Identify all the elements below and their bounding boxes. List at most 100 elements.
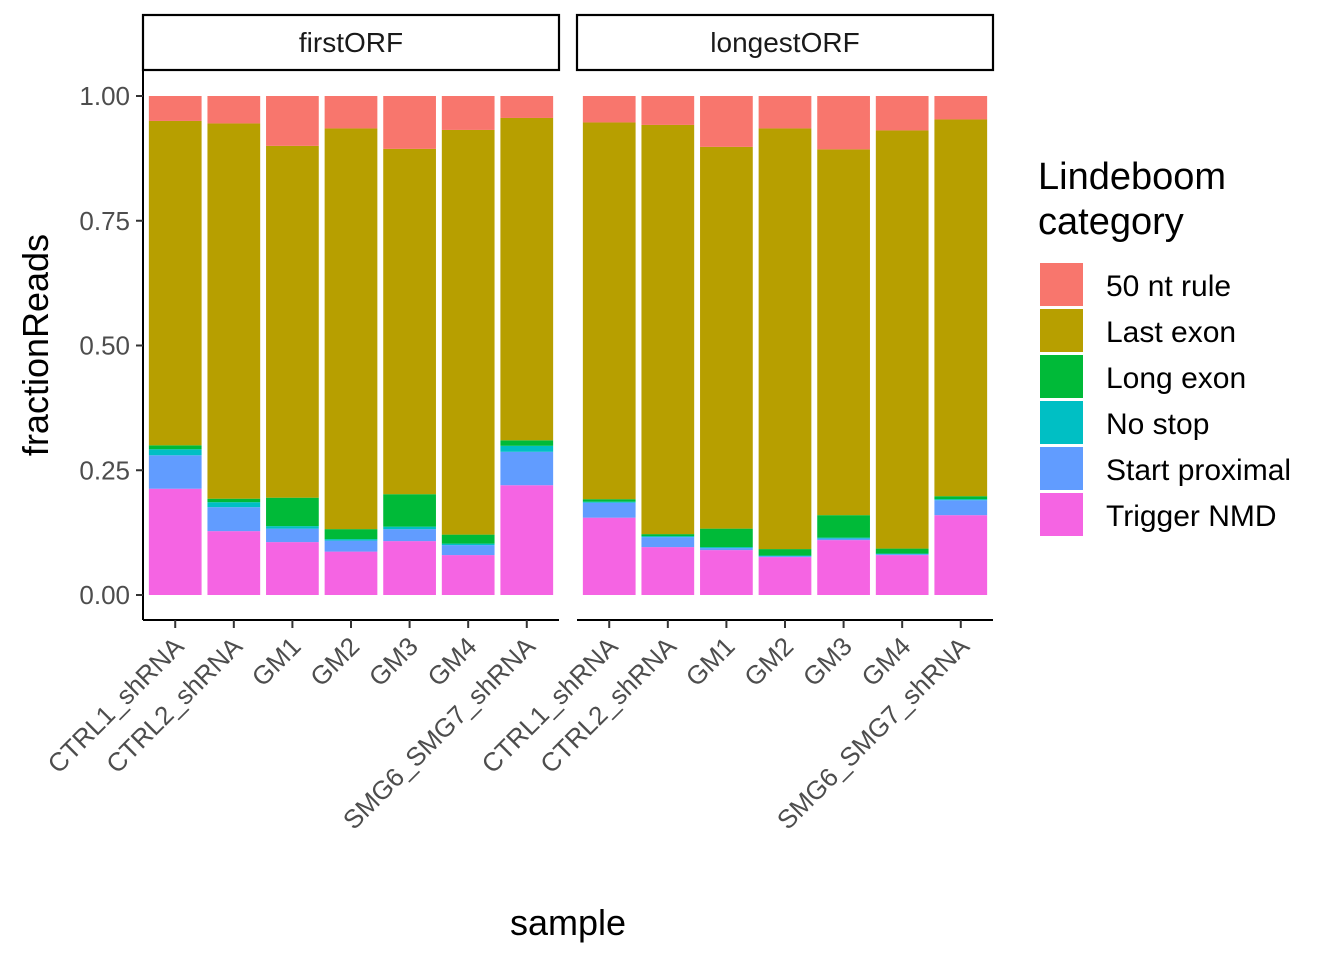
legend-title-line-2: category [1038,201,1184,243]
bar-segment-last-exon [934,119,988,497]
legend-item-50-nt-rule: 50 nt rule [1040,263,1231,306]
bar-segment-trigger-nmd [324,551,378,595]
bar-segment-no-stop [700,547,753,549]
bar-segment-start-proximal [324,540,378,552]
bar-segment-last-exon [641,124,695,535]
legend: Lindeboom category 50 nt rule Last exon Lo… [1038,156,1291,536]
bar-segment-50-nt-rule [383,96,436,149]
facet-strip-firstorf: firstORF [141,13,561,72]
legend-item-trigger-nmd: Trigger NMD [1040,493,1277,536]
bar-segment-start-proximal [700,548,753,551]
bar-segment-50-nt-rule [266,96,319,146]
bar-segment-long-exon [441,534,495,544]
bar-segment-last-exon [758,128,812,550]
bar-segment-no-stop [383,526,436,530]
bar-segment-start-proximal [207,507,261,532]
bar-segment-long-exon [324,529,378,540]
bar-segment-50-nt-rule [758,96,812,129]
bar-segment-start-proximal [266,528,319,543]
bar-segment-trigger-nmd [441,555,495,595]
bar-segment-trigger-nmd [582,517,636,595]
legend-swatch [1040,355,1083,398]
bar-segment-no-stop [148,449,202,456]
bar-segment-trigger-nmd [207,531,261,595]
legend-label: Last exon [1106,316,1236,349]
bar-segment-long-exon [817,515,870,538]
bar-segment-start-proximal [383,529,436,542]
bar-segment-start-proximal [500,451,554,486]
legend-item-no-stop: No stop [1040,401,1209,444]
bar-segment-start-proximal [441,545,495,556]
bar-segment-long-exon [758,549,812,556]
legend-swatch [1040,447,1083,490]
bar-segment-no-stop [582,501,636,503]
bar-segment-last-exon [383,148,436,495]
bar-segment-trigger-nmd [934,515,988,595]
bar-segment-last-exon [324,128,378,530]
bar-segment-no-stop [817,537,870,539]
bar-segment-long-exon [383,494,436,527]
y-tick-label: 0.75 [79,206,130,236]
bar-segment-start-proximal [817,538,870,541]
strip-box [575,13,995,72]
bar-segment-50-nt-rule [700,96,753,147]
bar-segment-no-stop [758,555,812,557]
legend-swatch [1040,401,1083,444]
legend-label: No stop [1106,408,1209,441]
bar-segment-no-stop [875,553,929,555]
bar-segment-trigger-nmd [500,485,554,595]
legend-swatch [1040,493,1083,536]
bar-segment-start-proximal [148,455,202,489]
bar-segment-start-proximal [934,500,988,516]
bar-segment-50-nt-rule [817,96,870,150]
facet-strip-longestorf: longestORF [575,13,995,72]
legend-title-line-1: Lindeboom [1038,156,1226,198]
bar-segment-trigger-nmd [758,557,812,595]
y-axis-ticks: 0.00 0.25 0.50 0.75 1.00 [79,81,143,610]
bar-segment-50-nt-rule [441,96,495,130]
bar-segment-last-exon [582,122,636,500]
y-axis-title: fractionReads [15,234,56,456]
bars-panel-longestorf [582,96,988,595]
bar-segment-long-exon [934,496,988,500]
bar-segment-start-proximal [641,537,695,548]
bar-segment-last-exon [500,117,554,441]
bar-segment-long-exon [500,440,554,446]
bar-segment-last-exon [441,129,495,535]
strip-label: firstORF [299,27,403,58]
bar-segment-start-proximal [758,556,812,558]
bar-segment-start-proximal [875,554,929,556]
bar-segment-no-stop [266,526,319,529]
bar-segment-start-proximal [582,502,636,518]
bar-segment-no-stop [500,445,554,452]
y-tick-label: 1.00 [79,81,130,111]
bar-segment-no-stop [641,536,695,538]
bar-segment-50-nt-rule [324,96,378,129]
bar-segment-50-nt-rule [148,96,202,121]
legend-label: 50 nt rule [1106,270,1231,303]
y-tick-label: 0.25 [79,455,130,485]
bar-segment-trigger-nmd [875,555,929,595]
legend-label: Start proximal [1106,454,1291,487]
bar-segment-no-stop [934,499,988,501]
bar-segment-50-nt-rule [207,96,261,124]
legend-item-long-exon: Long exon [1040,355,1246,398]
bar-segment-long-exon [582,499,636,502]
bar-segment-last-exon [207,123,261,499]
bar-segment-trigger-nmd [641,547,695,595]
bar-segment-long-exon [641,534,695,537]
legend-label: Long exon [1106,362,1246,395]
x-axis-title: sample [510,902,626,943]
bar-segment-no-stop [207,502,261,508]
strip-label: longestORF [710,27,859,58]
legend-item-last-exon: Last exon [1040,309,1236,352]
bar-segment-trigger-nmd [817,540,870,595]
bar-segment-no-stop [324,539,378,541]
bar-segment-last-exon [817,149,870,516]
legend-label: Trigger NMD [1106,500,1277,533]
bar-segment-trigger-nmd [700,550,753,595]
strip-box [141,13,561,72]
bar-segment-50-nt-rule [875,96,929,131]
bar-segment-50-nt-rule [641,96,695,125]
